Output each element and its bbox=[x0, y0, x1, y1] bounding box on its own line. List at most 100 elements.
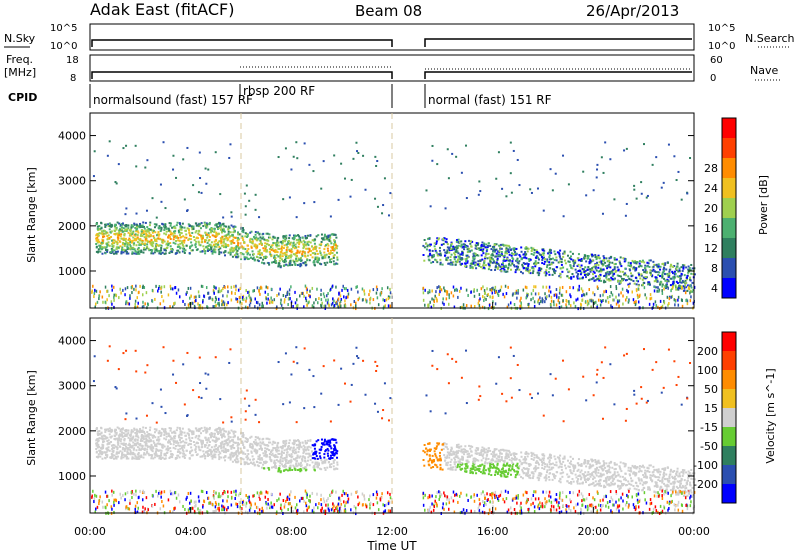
echo-cell bbox=[128, 243, 131, 246]
echo-cell bbox=[150, 250, 153, 253]
echo-cell bbox=[671, 294, 673, 298]
echo-cell bbox=[677, 303, 680, 307]
echo-cell bbox=[241, 440, 244, 443]
echo-cell bbox=[193, 295, 196, 299]
echo-cell bbox=[621, 270, 624, 273]
echo-cell bbox=[291, 455, 294, 458]
echo-cell bbox=[307, 301, 309, 305]
echo-cell bbox=[224, 285, 226, 289]
echo-cell bbox=[178, 233, 181, 236]
echo-cell bbox=[156, 244, 159, 247]
echo-cell bbox=[148, 433, 151, 436]
echo-cell bbox=[297, 257, 300, 260]
freq-label-1: Freq. bbox=[6, 53, 33, 66]
echo-cell bbox=[184, 249, 187, 252]
echo-cell bbox=[172, 439, 175, 442]
echo-cell bbox=[606, 270, 609, 273]
echo-cell bbox=[439, 246, 442, 249]
echo-cell bbox=[308, 293, 310, 297]
echo-cell bbox=[499, 247, 502, 250]
echo-cell bbox=[389, 287, 391, 291]
echo-cell bbox=[640, 181, 643, 184]
echo-cell bbox=[273, 465, 276, 468]
echo-cell bbox=[644, 270, 647, 273]
echo-cell bbox=[146, 246, 149, 249]
echo-cell bbox=[511, 262, 514, 265]
echo-cell bbox=[122, 435, 125, 438]
echo-cell bbox=[163, 431, 166, 434]
nave-bottom-tick: 0 bbox=[710, 73, 716, 84]
echo-cell bbox=[457, 252, 460, 255]
echo-cell bbox=[595, 176, 598, 179]
echo-cell bbox=[501, 265, 504, 268]
echo-cell bbox=[177, 239, 180, 242]
echo-cell bbox=[202, 300, 204, 304]
echo-cell bbox=[652, 302, 655, 306]
echo-cell bbox=[372, 288, 375, 292]
echo-cell bbox=[536, 250, 539, 253]
echo-cell bbox=[380, 291, 382, 295]
echo-cell bbox=[538, 269, 541, 272]
echo-cell bbox=[477, 263, 480, 266]
echo-cell bbox=[657, 286, 659, 290]
echo-cell bbox=[552, 270, 555, 273]
echo-cell bbox=[485, 243, 488, 246]
echo-cell bbox=[213, 445, 216, 448]
echo-cell bbox=[469, 266, 472, 269]
echo-cell bbox=[674, 272, 677, 275]
echo-cell bbox=[258, 457, 261, 460]
echo-cell bbox=[675, 280, 678, 283]
echo-cell bbox=[327, 298, 329, 302]
echo-cell bbox=[316, 457, 319, 460]
echo-cell bbox=[269, 236, 272, 239]
echo-cell bbox=[223, 284, 225, 288]
echo-cell bbox=[101, 252, 104, 255]
echo-cell bbox=[223, 238, 226, 241]
y-tick-label: 2000 bbox=[58, 220, 86, 233]
echo-cell bbox=[226, 237, 229, 240]
echo-cell bbox=[148, 454, 151, 457]
echo-cell bbox=[251, 238, 254, 241]
echo-cell bbox=[337, 297, 340, 301]
echo-cell bbox=[248, 444, 251, 447]
echo-cell bbox=[215, 436, 218, 439]
echo-cell bbox=[198, 151, 201, 154]
echo-cell bbox=[202, 450, 205, 453]
echo-cell bbox=[120, 455, 123, 458]
echo-cell bbox=[532, 296, 534, 300]
echo-cell bbox=[269, 458, 272, 461]
echo-cell bbox=[661, 273, 664, 276]
echo-cell bbox=[248, 303, 251, 307]
echo-cell bbox=[250, 450, 253, 453]
echo-cell bbox=[510, 191, 513, 194]
echo-cell bbox=[684, 284, 687, 287]
echo-cell bbox=[127, 227, 130, 230]
echo-cell bbox=[430, 261, 433, 264]
echo-cell bbox=[232, 227, 235, 230]
echo-cell bbox=[204, 239, 207, 242]
echo-cell bbox=[326, 447, 329, 450]
echo-cell bbox=[470, 266, 473, 269]
cpid-segment-3: normal (fast) 151 RF bbox=[428, 93, 552, 107]
echo-cell bbox=[534, 292, 537, 296]
echo-cell bbox=[428, 249, 431, 252]
echo-cell bbox=[103, 437, 106, 440]
echo-cell bbox=[164, 249, 167, 252]
echo-cell bbox=[636, 293, 639, 297]
echo-cell bbox=[628, 268, 631, 271]
echo-cell bbox=[143, 432, 146, 435]
echo-cell bbox=[96, 238, 99, 241]
colorbar-swatch bbox=[722, 198, 736, 218]
echo-cell bbox=[139, 225, 142, 228]
echo-cell bbox=[518, 184, 521, 187]
echo-cell bbox=[127, 224, 130, 227]
echo-cell bbox=[484, 264, 487, 267]
echo-cell bbox=[485, 253, 488, 256]
echo-cell bbox=[613, 272, 616, 275]
echo-cell bbox=[201, 285, 204, 289]
echo-cell bbox=[174, 230, 177, 233]
echo-cell bbox=[104, 285, 107, 289]
echo-cell bbox=[307, 240, 310, 243]
echo-cell bbox=[544, 271, 547, 274]
echo-cell bbox=[280, 303, 283, 307]
